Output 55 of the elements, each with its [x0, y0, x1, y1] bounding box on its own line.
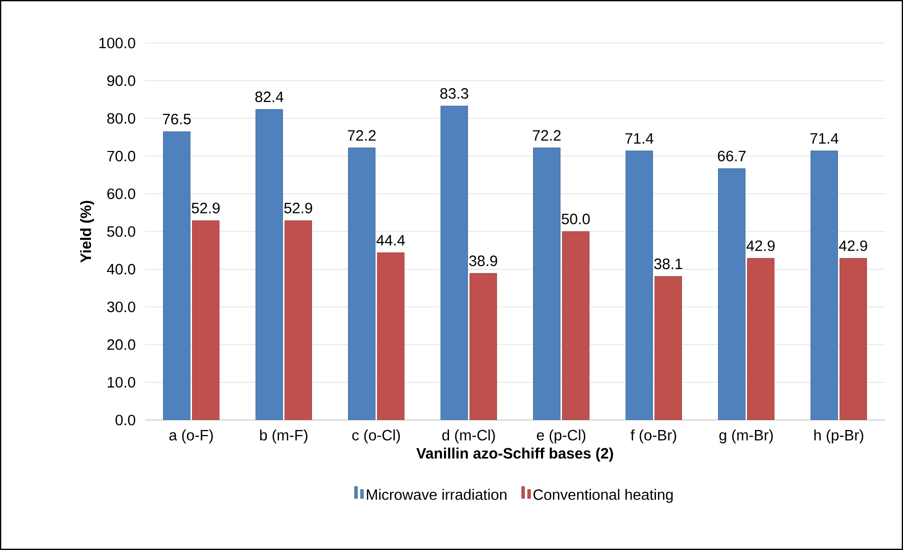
bar — [747, 258, 774, 420]
bar — [440, 106, 468, 420]
data-label: 44.4 — [376, 235, 405, 246]
bar — [810, 150, 838, 420]
data-label: 50.0 — [562, 214, 590, 224]
bar — [192, 220, 220, 420]
bar — [284, 220, 312, 420]
y-tick-label: 60.0 — [107, 188, 136, 200]
x-axis-title: Vanillin azo-Schiff bases (2) — [416, 448, 614, 462]
bar — [348, 148, 376, 420]
x-tick-label: h (p-Br) — [814, 429, 864, 444]
y-tick-label: 100.0 — [99, 38, 136, 48]
bar — [626, 150, 653, 420]
data-label: 83.3 — [440, 88, 468, 99]
x-tick-label: c (o-Cl) — [352, 429, 400, 444]
x-tick-label: a (o-F) — [169, 429, 213, 444]
bar — [163, 131, 190, 420]
y-tick-label: 50.0 — [107, 226, 136, 237]
data-label: 72.2 — [532, 130, 561, 141]
data-label: 52.9 — [284, 202, 312, 214]
data-label: 42.9 — [746, 240, 775, 252]
y-axis-title: Yield (%) — [80, 200, 94, 263]
x-tick-label: g (m-Br) — [719, 429, 773, 444]
x-tick-label: e (p-Cl) — [536, 429, 586, 444]
x-tick-label: d (m-Cl) — [442, 429, 495, 444]
y-tick-label: 30.0 — [107, 302, 136, 312]
data-label: 72.2 — [348, 130, 376, 141]
bar — [533, 148, 560, 420]
bar — [654, 276, 682, 420]
y-tick-label: 80.0 — [107, 113, 136, 124]
legend-label: Microwave irradiation — [366, 488, 506, 500]
bar — [377, 252, 404, 420]
data-label: 71.4 — [810, 133, 838, 144]
x-tick-label: b (m-F) — [260, 429, 308, 444]
data-label: 38.1 — [654, 258, 682, 270]
x-tick-label: f (o-Br) — [630, 429, 676, 444]
y-tick-label: 70.0 — [107, 150, 136, 162]
y-tick-label: 90.0 — [107, 75, 136, 86]
bar — [718, 168, 746, 420]
y-tick-label: 20.0 — [107, 339, 136, 350]
bar — [840, 258, 867, 420]
legend-label: Conventional heating — [534, 488, 673, 503]
bar — [470, 273, 497, 420]
data-label: 38.9 — [469, 256, 498, 266]
y-tick-label: 0.0 — [116, 414, 136, 426]
data-label: 71.4 — [625, 133, 654, 144]
data-label: 82.4 — [255, 92, 284, 102]
bar — [256, 109, 283, 420]
bar — [562, 231, 590, 420]
data-label: 66.7 — [718, 150, 746, 162]
data-label: 76.5 — [162, 114, 191, 124]
y-tick-label: 40.0 — [106, 264, 136, 274]
y-tick-label: 10.0 — [108, 376, 136, 388]
data-label: 42.9 — [839, 240, 868, 252]
data-label: 52.9 — [192, 202, 220, 214]
